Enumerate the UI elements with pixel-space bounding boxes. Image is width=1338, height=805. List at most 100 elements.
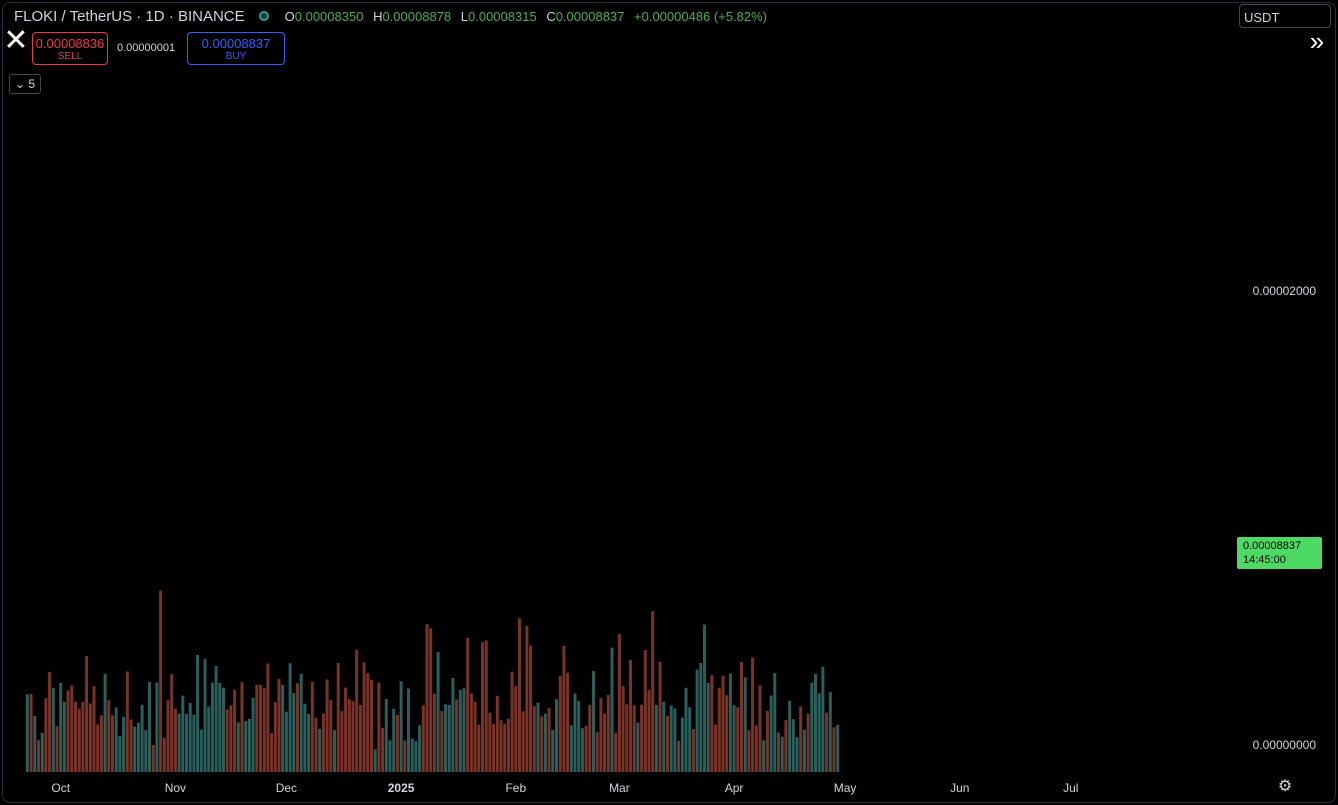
volume-bar	[740, 661, 743, 772]
volume-bar	[773, 673, 777, 772]
volume-bar	[732, 705, 736, 772]
x-tick-label: Jul	[1063, 781, 1078, 795]
gear-icon[interactable]: ⚙	[1277, 778, 1293, 795]
volume-bar	[377, 682, 381, 772]
volume-bar	[351, 701, 355, 772]
volume-bar	[74, 701, 77, 772]
indicator-collapse-button[interactable]: ⌄ 5	[9, 74, 41, 94]
volume-bar	[518, 618, 521, 772]
volume-bar	[606, 694, 610, 772]
buy-price: 0.00008837	[201, 36, 271, 51]
volume-bar	[270, 733, 274, 772]
y-tick-label: 0.00000000	[1253, 738, 1317, 752]
volume-bar	[469, 693, 473, 772]
volume-bar	[329, 700, 333, 772]
y-tick-label: 0.00002000	[1253, 284, 1317, 298]
volume-bar	[273, 702, 277, 772]
volume-bar	[751, 657, 755, 772]
volume-bar	[654, 704, 658, 772]
symbol-title[interactable]: FLOKI / TetherUS · 1D · BINANCE	[14, 7, 245, 25]
volume-bar	[695, 669, 699, 772]
volume-bar	[44, 698, 48, 772]
x-tick-label: May	[834, 781, 857, 795]
volume-bar	[440, 711, 444, 772]
volume-bar	[407, 688, 410, 772]
volume-bar	[747, 730, 751, 772]
volume-bar	[140, 704, 144, 772]
volume-bar	[543, 713, 547, 772]
volume-bar	[103, 673, 107, 772]
volume-bar	[429, 628, 433, 772]
volume-bar	[799, 706, 803, 772]
double-chevron-right-icon[interactable]: »	[1309, 26, 1325, 56]
volume-bar	[214, 666, 218, 772]
volume-bar	[347, 699, 351, 772]
currency-select[interactable]: USDT	[1239, 4, 1331, 28]
volume-bar	[706, 683, 710, 772]
volume-bar	[595, 732, 599, 772]
volume-bar	[133, 726, 137, 772]
volume-bar	[222, 687, 225, 772]
volume-bar	[96, 724, 100, 772]
close-icon[interactable]: ✕	[3, 24, 29, 57]
volume-bar	[802, 729, 806, 772]
volume-bar	[310, 681, 314, 772]
volume-bar	[529, 645, 533, 772]
volume-bar	[218, 682, 222, 772]
sell-button[interactable]: 0.00008836 SELL	[32, 32, 108, 65]
volume-bar	[251, 697, 255, 772]
volume-bar	[577, 700, 581, 772]
volume-bar	[821, 666, 825, 772]
volume-bar	[629, 660, 632, 772]
volume-bar	[562, 645, 566, 772]
volume-bar	[70, 685, 74, 772]
x-tick-label: Oct	[51, 781, 70, 795]
volume-bar	[651, 611, 655, 772]
volume-bar	[832, 727, 836, 772]
ohlc-legend: O0.00008350 H0.00008878 L0.00008315 C0.0…	[284, 8, 768, 24]
volume-bar	[162, 737, 166, 772]
open-value: 0.00008350	[294, 8, 364, 24]
buy-button[interactable]: 0.00008837 BUY	[187, 32, 285, 65]
volume-bar	[240, 682, 244, 772]
volume-bar	[336, 663, 340, 772]
volume-bar	[425, 624, 429, 772]
volume-bar	[673, 708, 677, 772]
volume-bar	[59, 682, 63, 772]
volume-bar	[233, 689, 237, 772]
volume-bar	[107, 700, 111, 772]
volume-bar	[114, 707, 118, 772]
high-value: 0.00008878	[382, 8, 452, 24]
volume-bar	[307, 713, 311, 772]
volume-bar	[588, 704, 592, 772]
volume-bar	[81, 702, 85, 772]
indicator-count: 5	[28, 77, 36, 91]
volume-bar	[481, 642, 484, 772]
volume-bar	[403, 740, 407, 772]
volume-bar	[151, 745, 155, 772]
volume-bar	[196, 654, 200, 772]
volume-bar	[62, 701, 66, 772]
volume-bar	[166, 700, 170, 772]
volume-bar	[188, 702, 192, 772]
volume-bar	[536, 702, 540, 772]
volume-bar	[318, 728, 322, 772]
volume-bar	[181, 695, 185, 772]
volume-bar	[247, 718, 251, 772]
volume-bar	[636, 722, 640, 772]
volume-bar	[236, 722, 240, 772]
volume-bar	[492, 724, 496, 772]
volume-bar	[185, 713, 188, 772]
volume-bar	[703, 624, 706, 772]
volume-bar	[111, 715, 114, 772]
volume-bar	[451, 677, 455, 772]
volume-bar	[510, 671, 514, 772]
volume-bar	[170, 674, 174, 772]
volume-bar	[144, 730, 148, 772]
volume-bar	[48, 671, 52, 772]
volume-bar	[551, 730, 555, 772]
volume-bar	[495, 695, 499, 772]
volume-bar	[33, 715, 37, 772]
volume-bar	[484, 640, 488, 772]
